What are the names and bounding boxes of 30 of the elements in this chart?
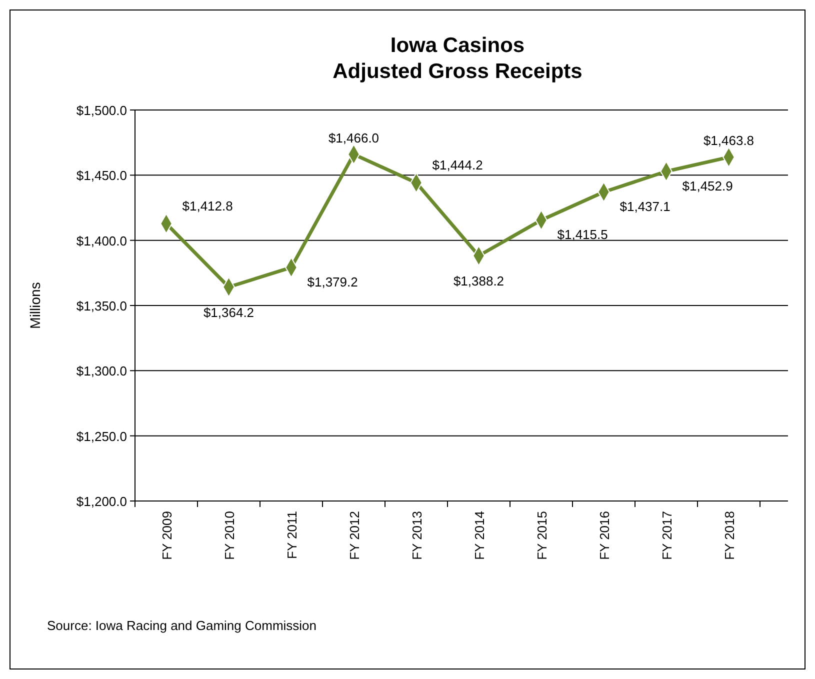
y-tick-label: $1,500.0 bbox=[76, 103, 127, 118]
x-tick-label: FY 2013 bbox=[409, 511, 424, 560]
x-tick-label: FY 2014 bbox=[472, 511, 487, 560]
data-label: $1,463.8 bbox=[703, 133, 754, 148]
data-label: $1,388.2 bbox=[453, 274, 504, 289]
data-label: $1,364.2 bbox=[203, 304, 254, 320]
data-label: $1,444.2 bbox=[432, 158, 483, 173]
x-tick-label: FY 2010 bbox=[222, 511, 237, 560]
x-tick-label: FY 2015 bbox=[534, 511, 550, 560]
data-label: $1,466.0 bbox=[328, 130, 380, 146]
data-label: $1,415.5 bbox=[557, 227, 608, 242]
chart-title: Iowa Casinos Adjusted Gross Receipts bbox=[332, 34, 582, 83]
x-tick-label: FY 2018 bbox=[722, 511, 737, 560]
y-tick-label: $1,200.0 bbox=[76, 494, 127, 509]
y-tick-label: $1,250.0 bbox=[76, 428, 127, 444]
data-label: $1,452.9 bbox=[682, 178, 733, 194]
data-label: $1,412.8 bbox=[182, 198, 233, 214]
data-label: $1,437.1 bbox=[620, 198, 670, 214]
y-tick-label: $1,450.0 bbox=[76, 168, 127, 184]
x-tick-label: FY 2011 bbox=[284, 511, 300, 559]
x-tick-label: FY 2016 bbox=[596, 511, 612, 560]
y-axis-title: Millions bbox=[27, 282, 43, 329]
x-tick-label: FY 2017 bbox=[659, 511, 674, 560]
data-label: $1,379.2 bbox=[307, 274, 358, 290]
y-tick-label: $1,300.0 bbox=[76, 364, 127, 379]
y-tick-label: $1,400.0 bbox=[76, 233, 127, 248]
x-tick-label: FY 2012 bbox=[346, 511, 362, 560]
x-tick-label: FY 2009 bbox=[159, 511, 174, 560]
source-note: Source: Iowa Racing and Gaming Commission bbox=[47, 618, 317, 633]
y-tick-label: $1,350.0 bbox=[76, 298, 127, 314]
